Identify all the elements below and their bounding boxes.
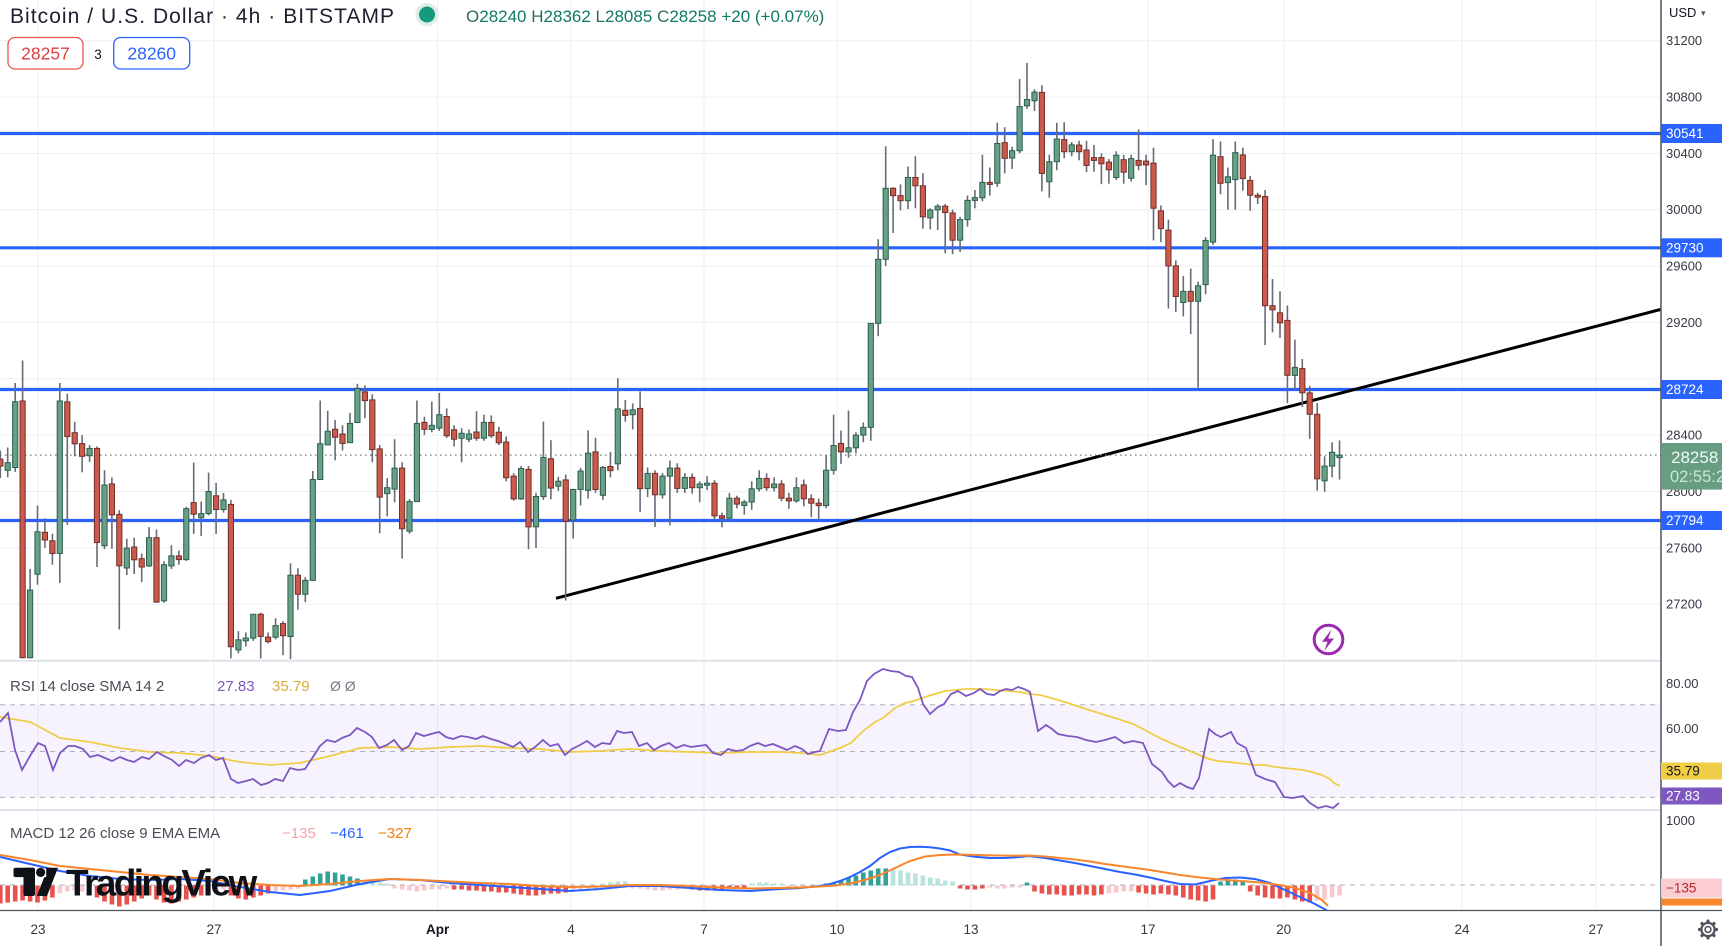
svg-text:30541: 30541 [1666, 126, 1704, 141]
svg-text:28260: 28260 [127, 44, 176, 64]
svg-text:29600: 29600 [1666, 259, 1702, 274]
svg-text:27: 27 [1588, 922, 1603, 937]
svg-text:−327: −327 [378, 825, 412, 842]
svg-text:Bitcoin / U.S. Dollar · 4h · B: Bitcoin / U.S. Dollar · 4h · BITSTAMP [10, 5, 395, 28]
svg-text:30400: 30400 [1666, 146, 1702, 161]
svg-text:−135: −135 [1666, 881, 1696, 896]
svg-text:27: 27 [206, 922, 221, 937]
svg-text:17: 17 [1140, 922, 1155, 937]
svg-text:−135: −135 [282, 825, 316, 842]
svg-text:29730: 29730 [1666, 240, 1704, 255]
svg-text:Apr: Apr [426, 922, 450, 937]
svg-text:30800: 30800 [1666, 90, 1702, 105]
svg-text:4: 4 [567, 922, 575, 937]
svg-text:20: 20 [1276, 922, 1291, 937]
svg-text:O28240 H28362 L28085 C28258 +2: O28240 H28362 L28085 C28258 +20 (+0.07%) [466, 7, 824, 26]
svg-text:29200: 29200 [1666, 315, 1702, 330]
svg-text:3: 3 [94, 47, 102, 62]
svg-text:1000: 1000 [1666, 813, 1695, 828]
svg-text:28257: 28257 [21, 44, 70, 64]
svg-text:TradingView: TradingView [66, 863, 257, 904]
svg-text:60.00: 60.00 [1666, 721, 1699, 736]
svg-text:7: 7 [700, 922, 708, 937]
svg-text:28258: 28258 [1671, 448, 1718, 467]
svg-text:02:55:2: 02:55:2 [1670, 468, 1722, 486]
svg-text:23: 23 [30, 922, 45, 937]
svg-text:24: 24 [1454, 922, 1470, 937]
svg-text:10: 10 [829, 922, 844, 937]
svg-text:35.79: 35.79 [1666, 764, 1700, 779]
svg-text:Ø Ø: Ø Ø [330, 678, 356, 694]
svg-text:27794: 27794 [1666, 513, 1704, 528]
svg-text:27.83: 27.83 [217, 678, 255, 695]
svg-text:RSI 14 close SMA 14 2: RSI 14 close SMA 14 2 [10, 678, 164, 695]
svg-text:28400: 28400 [1666, 428, 1702, 443]
svg-text:USD: USD [1669, 5, 1696, 20]
svg-text:▾: ▾ [1701, 8, 1706, 18]
svg-text:MACD 12 26 close 9 EMA EMA: MACD 12 26 close 9 EMA EMA [10, 825, 220, 842]
svg-text:27.83: 27.83 [1666, 789, 1700, 804]
svg-text:30000: 30000 [1666, 202, 1702, 217]
svg-text:27200: 27200 [1666, 597, 1702, 612]
svg-text:80.00: 80.00 [1666, 676, 1699, 691]
svg-text:28724: 28724 [1666, 382, 1704, 397]
svg-text:13: 13 [963, 922, 978, 937]
svg-text:35.79: 35.79 [272, 678, 310, 695]
svg-text:27600: 27600 [1666, 540, 1702, 555]
svg-text:31200: 31200 [1666, 33, 1702, 48]
svg-text:−461: −461 [330, 825, 364, 842]
